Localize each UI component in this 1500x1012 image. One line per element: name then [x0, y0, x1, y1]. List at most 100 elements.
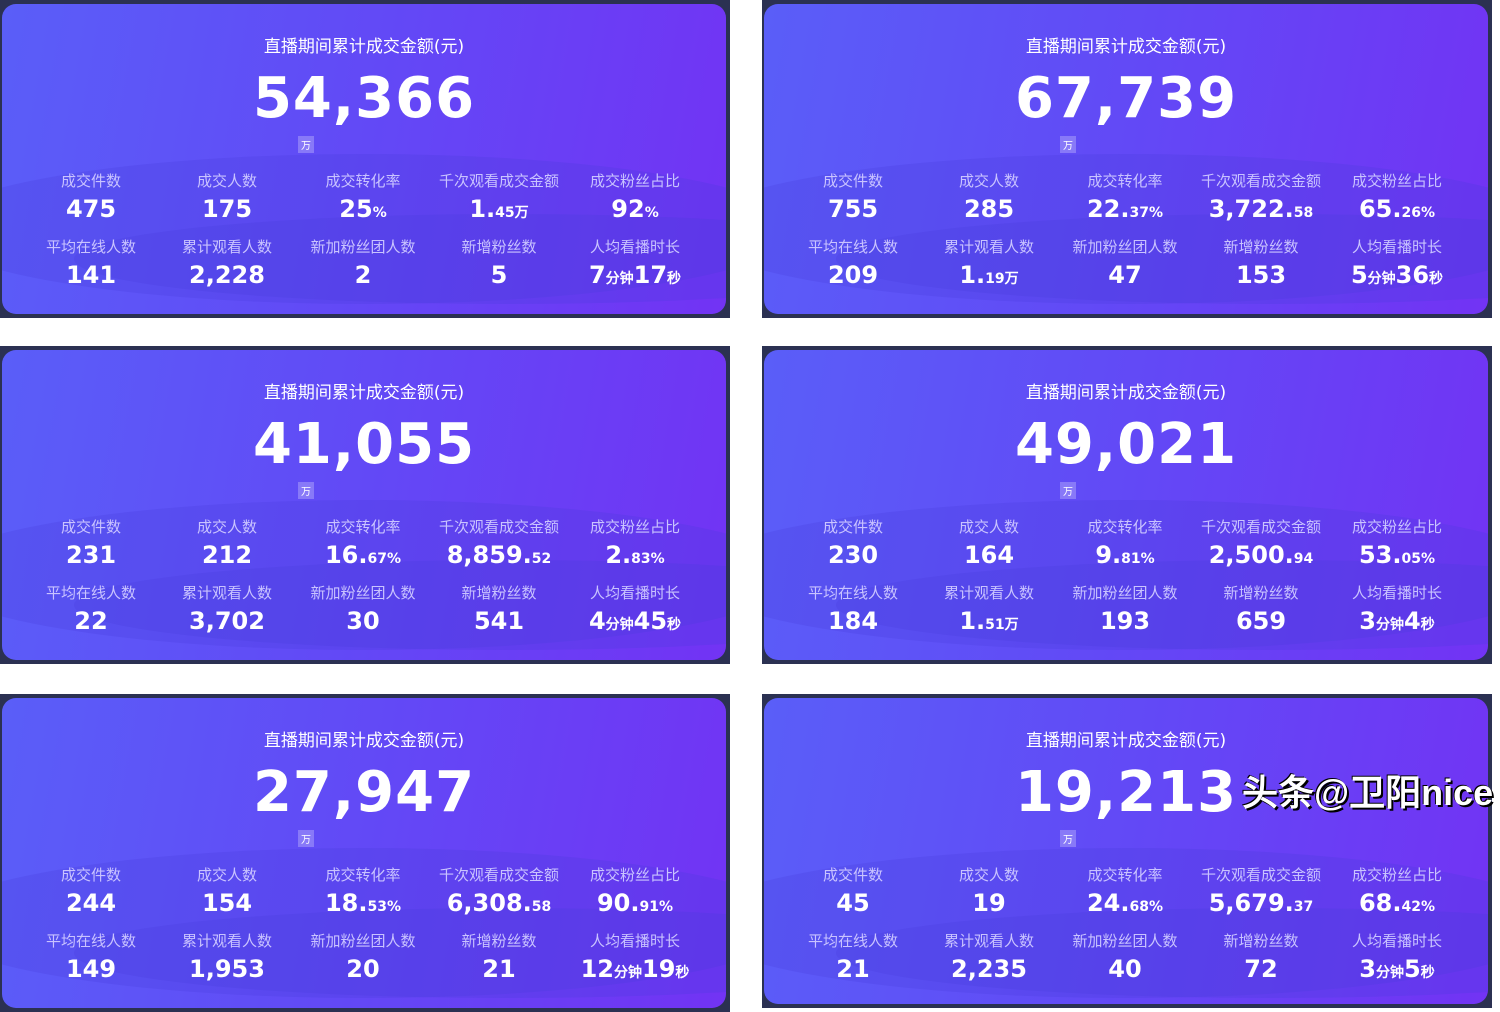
metric-label: 成交粉丝占比: [1351, 172, 1442, 190]
metric: 成交件数 755: [785, 170, 921, 223]
value-segment: 1.: [959, 607, 986, 635]
metric: 成交件数 230: [785, 516, 921, 569]
value-segment: 36: [1395, 261, 1430, 289]
metric-label: 成交转化率: [1087, 172, 1163, 190]
metric-value: 45: [785, 889, 921, 917]
metric: 成交转化率 24.68%: [1057, 864, 1193, 917]
metric: 新加粉丝团人数 40: [1057, 930, 1193, 983]
value-segment: 4: [1404, 607, 1421, 635]
value-segment: 分钟: [614, 965, 642, 981]
value-segment: 184: [827, 607, 879, 635]
metric-value: 2,500.94: [1193, 541, 1329, 569]
metric: 人均看播时长 7分钟17秒: [567, 236, 703, 289]
metric-value: 154: [159, 889, 295, 917]
metric-value: 149: [23, 955, 159, 983]
value-segment: 9.: [1095, 541, 1122, 569]
value-segment: 244: [65, 889, 117, 917]
metric: 平均在线人数 149: [23, 930, 159, 983]
metric-value: 16.67%: [295, 541, 431, 569]
metric-value: 193: [1057, 607, 1193, 635]
metric-value: 230: [785, 541, 921, 569]
value-segment: 92: [611, 195, 645, 223]
card-title: 直播期间累计成交金额(元): [263, 37, 465, 57]
metric: 成交粉丝占比 90.91%: [567, 864, 703, 917]
metric-label: 平均在线人数: [45, 932, 136, 950]
metric-value: 141: [23, 261, 159, 289]
value-segment: 1,953: [189, 955, 265, 983]
metric-value: 9.81%: [1057, 541, 1193, 569]
value-segment: %: [372, 205, 387, 221]
background-wave: [764, 848, 1488, 998]
metric-value: 1.45万: [431, 195, 567, 223]
total-amount: 27,947: [252, 760, 476, 825]
card-title: 直播期间累计成交金额(元): [263, 731, 465, 751]
value-segment: 45: [836, 889, 870, 917]
metric-value: 231: [23, 541, 159, 569]
value-segment: 21: [836, 955, 870, 983]
card-title: 直播期间累计成交金额(元): [263, 383, 465, 403]
value-segment: 4: [588, 607, 606, 635]
metric-value: 3分钟5秒: [1329, 955, 1465, 983]
card-panel: 直播期间累计成交金额(元) 67,739 万成交件数 755 成交人数 285 成交转化…: [764, 4, 1488, 314]
metric-label: 成交件数: [60, 866, 121, 884]
metric: 平均在线人数 22: [23, 582, 159, 635]
value-segment: 12: [580, 955, 614, 983]
metric-row: 成交件数 231 成交人数 212 成交转化率 16.67% 千次观看成交金额 8,859.5…: [23, 516, 703, 569]
metric-label: 成交件数: [60, 518, 121, 536]
value-segment: 68.: [1358, 889, 1402, 917]
value-segment: 19万: [985, 271, 1019, 287]
metric-value: 1.51万: [921, 607, 1057, 635]
metric-label: 成交转化率: [1087, 518, 1163, 536]
value-segment: 21: [482, 955, 516, 983]
value-segment: 47: [1108, 261, 1142, 289]
stats-card: 直播期间累计成交金额(元) 41,055 万成交件数 231 成交人数 212 成交转化…: [0, 346, 730, 664]
value-segment: 22.: [1086, 195, 1130, 223]
card-title: 直播期间累计成交金额(元): [1025, 37, 1227, 57]
value-segment: 05%: [1401, 551, 1436, 567]
value-segment: 45万: [495, 205, 529, 221]
metric-label: 平均在线人数: [807, 238, 898, 256]
metric-value: 475: [23, 195, 159, 223]
metric-label: 新加粉丝团人数: [1072, 932, 1178, 950]
metric-value: 212: [159, 541, 295, 569]
value-segment: 209: [827, 261, 879, 289]
metric-value: 184: [785, 607, 921, 635]
value-segment: 秒: [1420, 617, 1435, 633]
card-title: 直播期间累计成交金额(元): [1025, 383, 1227, 403]
total-amount: 54,366: [252, 66, 476, 131]
metric-label: 新增粉丝数: [461, 584, 537, 602]
metric-value: 755: [785, 195, 921, 223]
metric-value: 22: [23, 607, 159, 635]
metric: 成交粉丝占比 68.42%: [1329, 864, 1465, 917]
value-segment: 5: [1350, 261, 1368, 289]
unit-badge: 万: [1060, 830, 1076, 847]
metric-value: 244: [23, 889, 159, 917]
metric: 新增粉丝数 659: [1193, 582, 1329, 635]
value-segment: 52: [531, 551, 552, 567]
metric-value: 90.91%: [567, 889, 703, 917]
metric-value: 2,228: [159, 261, 295, 289]
metric-row: 平均在线人数 141 累计观看人数 2,228 新加粉丝团人数 2 新增粉丝数 5 人均看播时长…: [23, 236, 703, 289]
metric-label: 成交转化率: [1087, 866, 1163, 884]
metric-label: 成交人数: [958, 518, 1019, 536]
metric-label: 成交人数: [958, 172, 1019, 190]
unit-badge: 万: [298, 482, 314, 499]
value-segment: 分钟: [605, 617, 634, 633]
metric: 成交件数 475: [23, 170, 159, 223]
metric: 人均看播时长 5分钟36秒: [1329, 236, 1465, 289]
value-segment: 285: [963, 195, 1015, 223]
value-segment: 83%: [631, 551, 665, 567]
value-segment: 2,500.: [1208, 541, 1294, 569]
metric: 人均看播时长 12分钟19秒: [567, 930, 703, 983]
metric-label: 成交粉丝占比: [1351, 866, 1442, 884]
background-wave: [2, 848, 726, 998]
value-segment: 193: [1099, 607, 1151, 635]
value-segment: 24.: [1086, 889, 1130, 917]
value-segment: 45: [633, 607, 668, 635]
metric: 千次观看成交金额 5,679.37: [1193, 864, 1329, 917]
metric-label: 成交粉丝占比: [1351, 518, 1442, 536]
value-segment: 18.: [324, 889, 368, 917]
value-segment: 3: [1359, 607, 1376, 635]
value-segment: 5,679.: [1208, 889, 1294, 917]
value-segment: 19: [642, 955, 676, 983]
